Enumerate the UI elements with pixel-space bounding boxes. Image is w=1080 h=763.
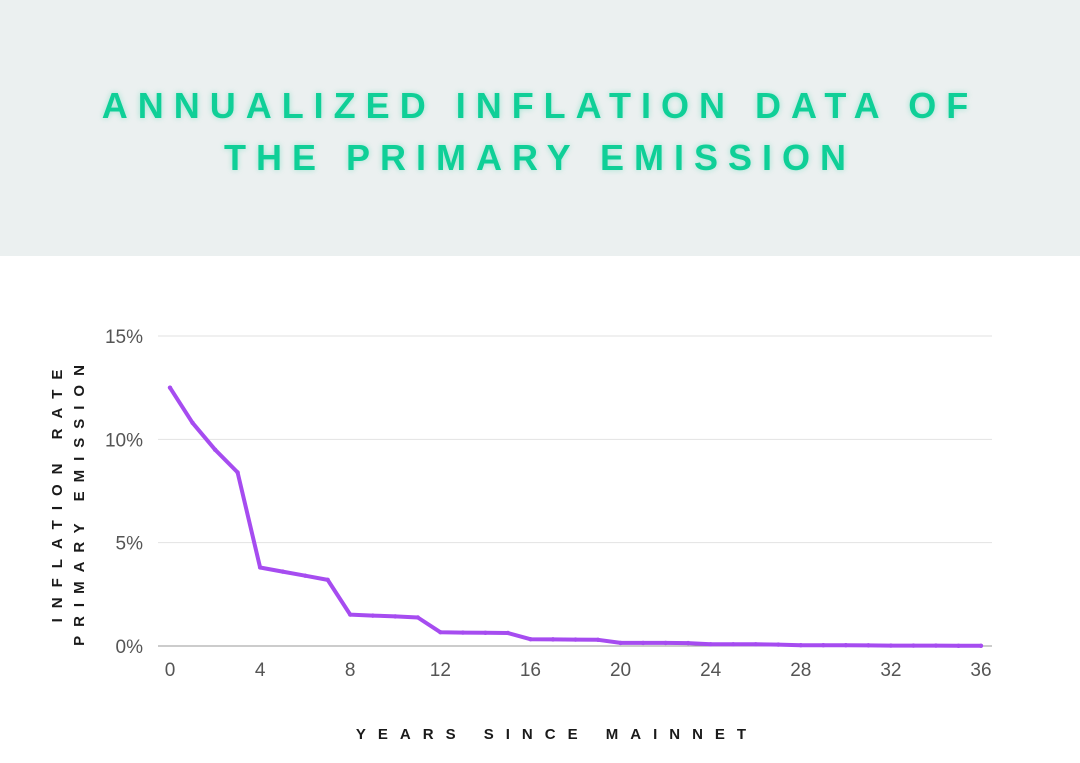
x-tick-label: 20 [610,660,631,681]
data-point [370,613,375,618]
data-point [821,642,826,648]
data-point [888,643,894,648]
x-tick-label: 28 [790,660,811,681]
y-tick-label: 0% [116,637,144,658]
data-point [302,573,308,578]
data-point [438,629,443,635]
data-point [190,420,195,425]
x-tick-label: 0 [165,660,176,681]
data-point [212,447,218,452]
data-point [663,640,668,646]
data-point [573,637,578,642]
data-point [978,643,984,648]
data-point [798,642,803,648]
data-point [393,614,398,619]
data-point [483,630,488,635]
x-tick-label: 32 [880,660,901,681]
gridlines [158,335,992,647]
inflation-line-chart: 0% 5% 10% 15% 0 4 8 12 16 20 24 28 32 36 INFLATION R… [49,327,992,743]
data-point [618,640,623,646]
y-tick-label: 10% [105,430,143,451]
data-point [640,640,646,646]
chart-title-line-2: THE PRIMARY EMISSION [223,137,857,178]
y-axis-title-line-1: INFLATION RATE [49,360,66,623]
chart-title: ANNUALIZED INFLATION DATA OF THE PRIMARY… [0,80,1080,184]
y-axis-ticks: 0% 5% 10% 15% [105,327,143,658]
series-line [168,385,983,648]
data-point [235,470,240,475]
data-point [167,385,173,390]
data-point [348,612,353,617]
data-point [550,637,556,642]
x-axis-ticks: 0 4 8 12 16 20 24 28 32 36 [165,660,992,681]
data-point [956,643,961,648]
x-tick-label: 24 [700,660,722,681]
data-point [505,630,511,636]
series-layer [167,385,984,648]
data-point [730,642,736,647]
data-point [843,642,849,648]
data-point [460,630,466,635]
x-axis-title: YEARS SINCE MAINNET [356,726,758,743]
x-tick-label: 12 [430,660,451,681]
data-point [933,643,939,648]
data-point [866,643,871,648]
data-point [595,637,601,642]
y-tick-label: 5% [116,534,144,555]
x-tick-label: 4 [255,660,266,681]
data-point [708,642,713,647]
y-tick-label: 15% [105,327,143,348]
data-point [776,642,781,647]
x-tick-label: 8 [345,660,356,681]
data-point [753,642,758,647]
data-point [415,615,421,620]
header-banner: ANNUALIZED INFLATION DATA OF THE PRIMARY… [0,0,1080,256]
x-tick-label: 36 [970,660,991,681]
data-point [528,636,533,642]
y-axis-title-line-2: PRIMARY EMISSION [71,356,88,646]
data-point [280,569,285,574]
data-point [325,577,330,583]
data-point [257,565,263,570]
data-point [685,640,691,646]
chart-title-line-1: ANNUALIZED INFLATION DATA OF [101,85,979,126]
x-tick-label: 16 [520,660,541,681]
data-point [911,643,916,648]
